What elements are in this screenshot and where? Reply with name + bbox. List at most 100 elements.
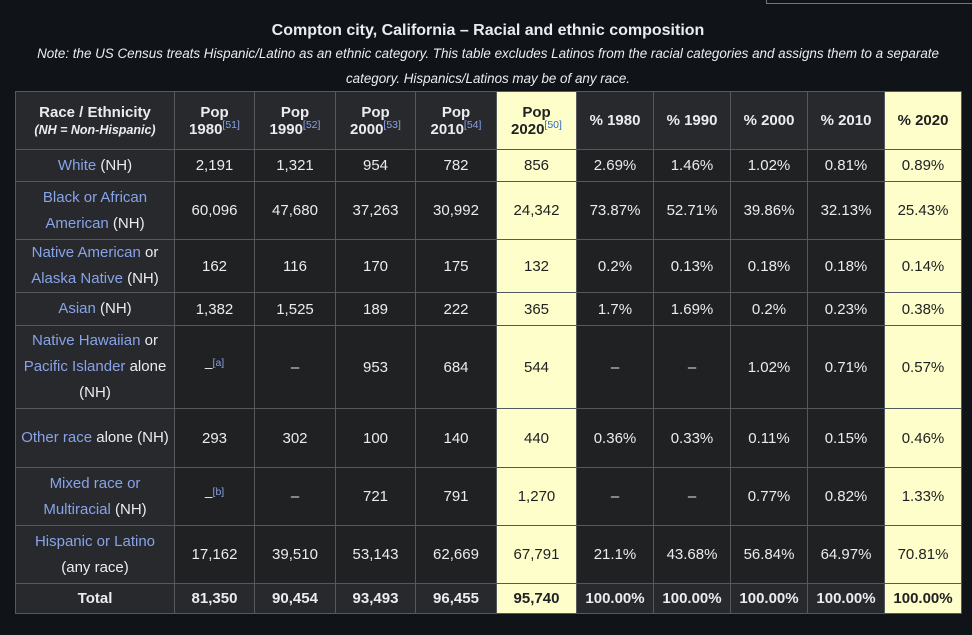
data-cell: 52.71% [653, 181, 731, 240]
row-label: Native Hawaiian or Pacific Islander alon… [15, 325, 175, 409]
total-cell: 96,455 [415, 583, 497, 614]
data-cell: 0.89% [884, 149, 962, 182]
data-cell: 132 [496, 239, 577, 293]
table-row: Mixed race or Multiracial (NH) –[b] –721 79… [15, 467, 962, 526]
data-cell: 43.68% [653, 525, 731, 584]
data-cell: 0.18% [730, 239, 808, 293]
row-label: White (NH) [15, 149, 175, 182]
header-row: Race / Ethnicity (NH = Non-Hispanic) Pop… [15, 91, 962, 150]
table-row: Other race alone (NH) 293 302 100 140 440 0.36… [15, 408, 962, 468]
race-link[interactable]: White [57, 156, 97, 174]
data-cell: 0.77% [730, 467, 808, 526]
data-cell: 222 [415, 292, 497, 326]
header-pop1980: Pop 1980[51] [174, 91, 255, 150]
data-cell: 39.86% [730, 181, 808, 240]
data-cell: 1.33% [884, 467, 962, 526]
data-cell: 73.87% [576, 181, 654, 240]
data-cell: 37,263 [335, 181, 416, 240]
race-link[interactable]: Asian [58, 300, 96, 317]
data-cell: 1.7% [576, 292, 654, 326]
data-cell: 0.71% [807, 325, 885, 409]
data-cell: 0.15% [807, 408, 885, 468]
ref-link-50[interactable]: [50] [544, 118, 562, 131]
data-cell: 856 [496, 149, 577, 182]
data-cell: 140 [415, 408, 497, 468]
header-pop2020-label: Pop 2020 [511, 103, 551, 138]
total-row: Total 81,350 90,454 93,493 96,455 95,740… [15, 583, 962, 614]
row-label: Hispanic or Latino (any race) [15, 525, 175, 584]
race-link[interactable]: Black or African American [42, 188, 148, 232]
race-link[interactable]: Native American [31, 244, 141, 261]
header-pct2010: % 2010 [807, 91, 885, 150]
demographics-table-container: Compton city, California – Racial and et… [15, 16, 962, 614]
table-row: White (NH) 2,191 1,321 954 782 856 2.69% 1.46% 1… [15, 149, 962, 182]
data-cell: 0.14% [884, 239, 962, 293]
data-cell: 67,791 [496, 525, 577, 584]
data-cell: 440 [496, 408, 577, 468]
header-pop2000-label: Pop 2000 [350, 103, 390, 138]
row-label-suffix: (NH) [122, 270, 159, 287]
data-cell: 302 [254, 408, 336, 468]
data-cell: 293 [174, 408, 255, 468]
footnote-link[interactable]: [b] [212, 486, 225, 498]
data-cell: 25.43% [884, 181, 962, 240]
data-cell: – [653, 467, 731, 526]
data-cell: 1,525 [254, 292, 336, 326]
racial-composition-table: Race / Ethnicity (NH = Non-Hispanic) Pop… [15, 91, 962, 614]
data-cell: 782 [415, 149, 497, 182]
data-cell: 684 [415, 325, 497, 409]
race-link[interactable]: Other race [21, 429, 93, 446]
data-cell: 791 [415, 467, 497, 526]
data-cell: 162 [174, 239, 255, 293]
total-cell: 100.00% [884, 583, 962, 614]
data-cell: 64.97% [807, 525, 885, 584]
table-row: Black or African American (NH) 60,096 47,6… [15, 181, 962, 240]
data-cell: 53,143 [335, 525, 416, 584]
data-cell: 0.82% [807, 467, 885, 526]
total-cell: 100.00% [653, 583, 731, 614]
footnote-link[interactable]: [a] [212, 356, 225, 369]
header-pct2020: % 2020 [884, 91, 962, 150]
table-row: Native Hawaiian or Pacific Islander alon… [15, 325, 962, 409]
data-cell: 39,510 [254, 525, 336, 584]
row-label: Other race alone (NH) [15, 408, 175, 468]
data-cell: 0.23% [807, 292, 885, 326]
dash-mark: – [204, 488, 213, 504]
data-cell: 1.46% [653, 149, 731, 182]
ref-link-54[interactable]: [54] [463, 118, 482, 131]
data-cell: – [576, 467, 654, 526]
data-cell: – [254, 467, 336, 526]
data-cell: 175 [415, 239, 497, 293]
header-pop2010-label: Pop 2010 [430, 103, 471, 138]
race-link-secondary[interactable]: Alaska Native [31, 270, 123, 287]
table-row: Native American or Alaska Native (NH) 162… [15, 239, 962, 293]
ref-link-51[interactable]: [51] [222, 118, 240, 131]
row-label-suffix: (NH) [96, 156, 133, 174]
caption-note: Note: the US Census treats Hispanic/Lati… [37, 46, 939, 86]
data-cell: 2,191 [174, 149, 255, 182]
data-cell: 32.13% [807, 181, 885, 240]
header-pct2000: % 2000 [730, 91, 808, 150]
data-cell: 544 [496, 325, 577, 409]
race-link[interactable]: Mixed race or Multiracial [43, 474, 141, 518]
data-cell: 0.36% [576, 408, 654, 468]
header-race: Race / Ethnicity (NH = Non-Hispanic) [15, 91, 175, 150]
data-cell: –[b] [174, 467, 255, 526]
data-cell: 0.2% [730, 292, 808, 326]
ref-link-52[interactable]: [52] [302, 118, 321, 131]
row-label-suffix: alone (NH) [92, 429, 169, 446]
row-label-suffix: (NH) [110, 500, 147, 518]
total-cell: 95,740 [496, 583, 577, 614]
total-cell: 81,350 [174, 583, 255, 614]
data-cell: 1.02% [730, 149, 808, 182]
data-cell: – [254, 325, 336, 409]
race-link-secondary[interactable]: Pacific Islander [23, 358, 126, 375]
data-cell: 60,096 [174, 181, 255, 240]
ref-link-53[interactable]: [53] [383, 118, 401, 131]
data-cell: 47,680 [254, 181, 336, 240]
row-label: Black or African American (NH) [15, 181, 175, 240]
race-link[interactable]: Hispanic or Latino [34, 532, 156, 550]
data-cell: 17,162 [174, 525, 255, 584]
data-cell: 21.1% [576, 525, 654, 584]
race-link[interactable]: Native Hawaiian [32, 332, 141, 349]
